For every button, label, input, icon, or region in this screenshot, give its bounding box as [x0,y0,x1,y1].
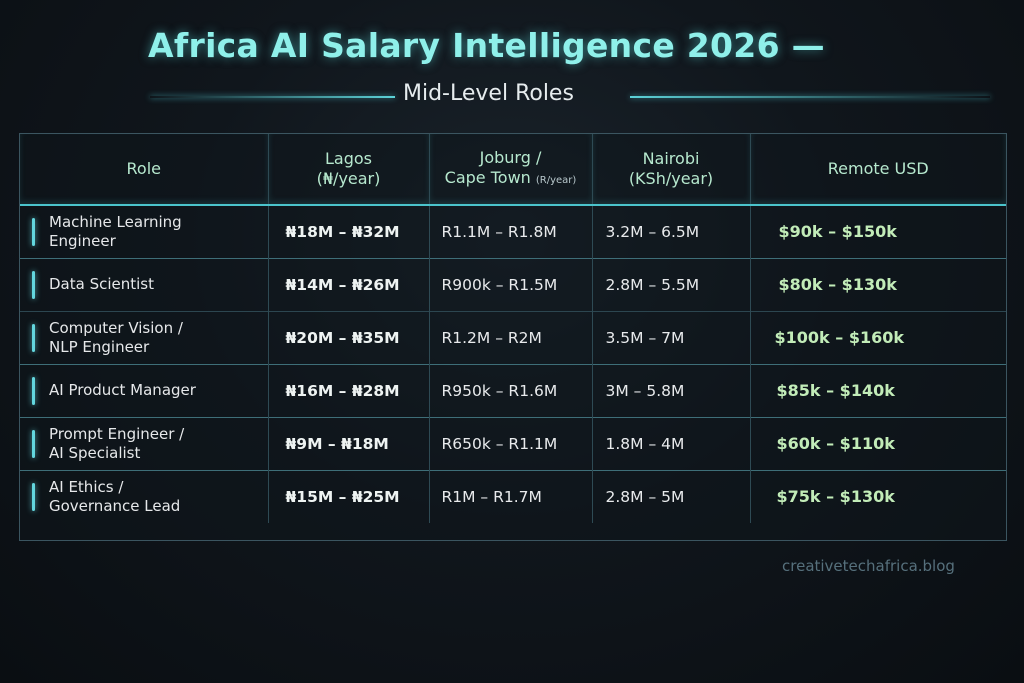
column-header-role-label: Role [126,159,161,178]
subtitle-divider-right [630,96,990,98]
joburg-salary-cell: R900k – R1.5M [429,257,593,311]
table-row: AI Ethics / Governance Lead ₦15M – ₦25M R… [20,469,1006,523]
lagos-salary-cell: ₦9M – ₦18M [268,416,430,470]
role-name-line1: Data Scientist [49,275,154,293]
row-accent-bar [32,482,35,511]
joburg-salary-cell: R950k – R1.6M [429,363,593,417]
column-header-capetown-city: Cape Town [444,167,531,187]
column-header-joburg: Joburg / Cape Town (R/year) [429,134,593,206]
table-row: Prompt Engineer / AI Specialist ₦9M – ₦18… [20,416,1006,470]
remote-salary-cell: $90k – $150k [778,222,897,242]
lagos-salary-cell: ₦20M – ₦35M [268,310,430,364]
joburg-salary-cell: R1.1M – R1.8M [429,205,593,258]
joburg-salary-cell: R650k – R1.1M [429,416,593,470]
table-row: Computer Vision / NLP Engineer ₦20M – ₦35… [20,310,1006,364]
role-name-line1: Machine Learning [49,212,182,231]
lagos-salary-cell: ₦18M – ₦32M [268,205,430,258]
role-cell: Machine Learning Engineer [20,205,269,258]
nairobi-salary-cell: 3.2M – 6.5M [592,205,751,258]
column-header-role: Role [20,134,269,206]
role-cell: AI Product Manager [20,363,269,417]
column-header-joburg-unit: (R/year) [535,174,577,186]
column-header-lagos-city: Lagos [325,149,372,168]
column-header-lagos-unit: (₦/year) [316,169,381,188]
page-subtitle: Mid-Level Roles [403,81,574,106]
column-header-lagos: Lagos (₦/year) [268,134,430,206]
row-accent-bar [32,323,35,352]
role-name-line1: Prompt Engineer / [49,424,185,443]
table-row: Machine Learning Engineer ₦18M – ₦32M R1.… [20,205,1006,258]
row-accent-bar [32,376,35,405]
row-accent-bar [32,218,35,246]
nairobi-salary-cell: 2.8M – 5.5M [592,257,751,311]
role-name-line2: NLP Engineer [49,337,150,356]
subtitle-divider-left [150,96,395,98]
table-row: Data Scientist ₦14M – ₦26M R900k – R1.5M… [20,257,1006,311]
table-header-row: Role Lagos (₦/year) Joburg / Cape Town (… [20,134,1006,206]
lagos-salary-cell: ₦15M – ₦25M [268,469,430,523]
remote-salary-cell: $60k – $110k [750,416,1006,470]
role-name-line2: AI Specialist [49,443,141,462]
remote-salary-cell: $80k – $130k [750,257,1006,311]
role-cell: Computer Vision / NLP Engineer [20,310,269,364]
lagos-salary-cell: ₦14M – ₦26M [268,257,430,311]
column-header-nairobi-unit: (KSh/year) [628,169,714,188]
column-header-nairobi-city: Nairobi [642,149,700,168]
nairobi-salary-cell: 1.8M – 4M [592,416,751,470]
subtitle-row: Mid-Level Roles [130,78,990,114]
page-title: Africa AI Salary Intelligence 2026 — [148,26,825,65]
nairobi-salary-cell: 3.5M – 7M [592,310,751,364]
remote-salary-cell: $75k – $130k [750,469,1006,523]
column-header-remote-label: Remote USD [827,159,929,178]
joburg-salary-cell: R1M – R1.7M [429,469,593,523]
row-accent-bar [32,429,35,458]
row-accent-bar [32,270,35,299]
salary-table: Role Lagos (₦/year) Joburg / Cape Town (… [20,134,1006,523]
column-header-joburg-city: Joburg / [479,147,542,167]
column-header-remote: Remote USD [750,134,1006,206]
role-cell: AI Ethics / Governance Lead [20,469,269,523]
role-name-line2: Governance Lead [49,496,181,515]
role-name-line1: Computer Vision / [49,318,183,337]
remote-salary-cell: $100k – $160k [750,310,1006,364]
role-name-line1: AI Ethics / [49,477,124,496]
joburg-salary-cell: R1.2M – R2M [429,310,593,364]
nairobi-salary-cell: 3M – 5.8M [592,363,751,417]
role-name-line1: AI Product Manager [49,381,196,399]
footer-site-link[interactable]: creativetechafrica.blog [782,557,955,575]
role-cell: Data Scientist [20,257,269,311]
remote-salary-cell: $85k – $140k [750,363,1006,417]
salary-table-container: Role Lagos (₦/year) Joburg / Cape Town (… [19,133,1007,541]
lagos-salary-cell: ₦16M – ₦28M [268,363,430,417]
column-header-nairobi: Nairobi (KSh/year) [592,134,751,206]
role-name-line2: Engineer [49,231,116,250]
nairobi-salary-cell: 2.8M – 5M [592,469,751,523]
table-row: AI Product Manager ₦16M – ₦28M R950k – R… [20,363,1006,417]
role-cell: Prompt Engineer / AI Specialist [20,416,269,470]
